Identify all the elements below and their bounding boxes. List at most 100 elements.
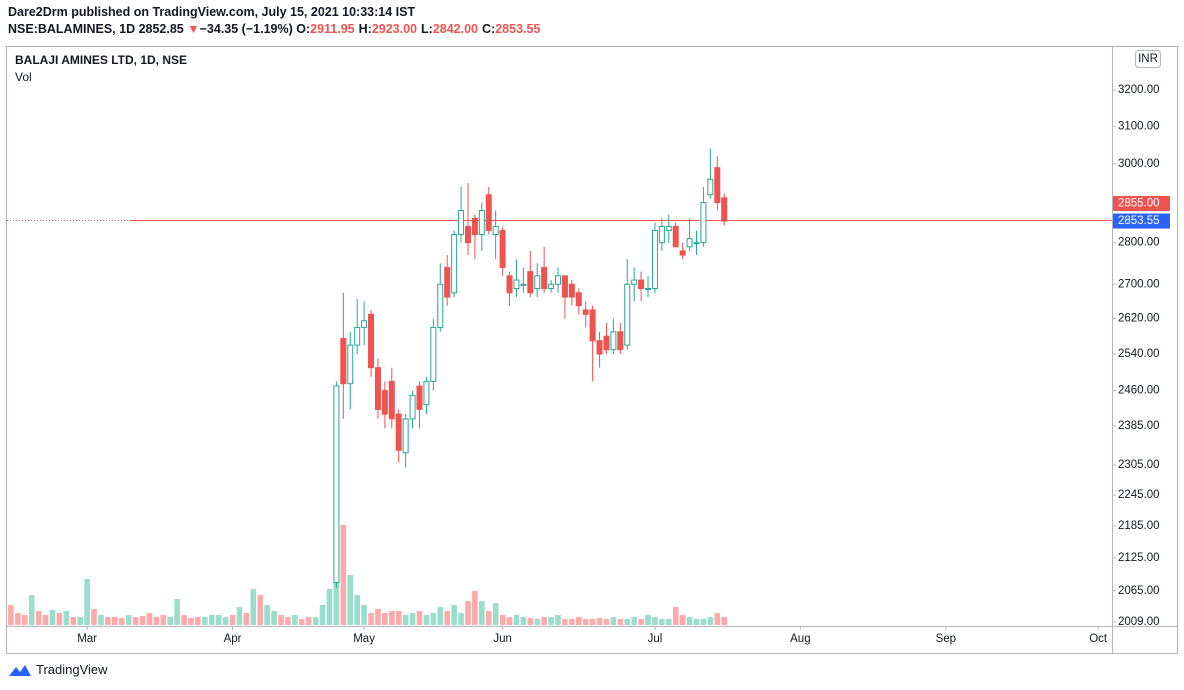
volume-bar	[77, 617, 83, 625]
candle-body	[568, 283, 575, 298]
price-label-box	[1113, 213, 1170, 229]
volume-bar	[638, 619, 644, 625]
candle-body	[624, 283, 631, 346]
candle-body	[700, 202, 707, 244]
volume-bar	[430, 613, 437, 625]
candle-body	[520, 283, 527, 286]
volume-bar	[569, 619, 575, 625]
volume-bar	[229, 615, 236, 625]
candle-body	[430, 326, 437, 382]
candle-body	[458, 210, 465, 236]
volume-bar	[319, 605, 326, 625]
volume-bar	[250, 589, 257, 625]
volume-bar	[382, 613, 388, 625]
volume-bar	[49, 610, 56, 625]
volume-bar	[389, 611, 395, 625]
volume-bar	[624, 619, 631, 625]
volume-bar	[312, 617, 319, 625]
ohlc-value: 2923.00	[371, 22, 418, 36]
y-tick-label: 2700.00	[1118, 278, 1160, 290]
volume-bar	[118, 618, 125, 625]
candle-body	[645, 288, 652, 291]
candle-body	[617, 331, 624, 351]
candle-body	[596, 340, 603, 355]
candle-body	[492, 225, 499, 236]
volume-bar	[298, 619, 305, 625]
volume-bar	[402, 615, 409, 625]
candle-body	[714, 167, 721, 204]
symbol: NSE:BALAMINES, 1D	[8, 22, 136, 36]
volume-bar	[666, 619, 672, 625]
volume-bar	[375, 609, 381, 625]
candle-body	[548, 283, 555, 290]
volume-bar	[534, 619, 541, 625]
y-tick-label: 2800.00	[1118, 237, 1160, 249]
volume-bar	[8, 605, 14, 625]
candle-body	[672, 225, 679, 248]
candle-body	[451, 234, 458, 294]
price-label: 2855.00	[1118, 197, 1160, 209]
x-tick-label: Mar	[77, 633, 97, 645]
candle-body	[610, 331, 617, 351]
candle-body	[527, 271, 534, 294]
header: Dare2Drm published on TradingView.com, J…	[8, 4, 544, 38]
volume-bar	[693, 619, 700, 625]
volume-bar	[1, 555, 7, 625]
y-tick-label: 2540.00	[1118, 348, 1160, 360]
volume-bar	[520, 617, 527, 625]
volume-bar	[485, 611, 492, 625]
volume-bar	[596, 618, 603, 625]
volume-legend: Vol	[15, 70, 32, 84]
volume-bar	[222, 617, 229, 625]
x-tick-label: Sep	[936, 633, 956, 645]
candle-body	[499, 230, 506, 268]
ohlc-value: 2911.95	[310, 22, 355, 36]
volume-bar	[70, 617, 77, 625]
candle-body	[347, 344, 354, 385]
change: −34.35 (−1.19%)	[199, 22, 293, 36]
volume-bar	[409, 613, 416, 625]
candle-body	[506, 275, 513, 294]
volume-bar	[707, 617, 714, 625]
y-tick-label: 2065.00	[1118, 585, 1160, 597]
volume-bar	[645, 615, 651, 625]
volume-bar	[686, 617, 693, 625]
volume-bar	[451, 605, 457, 625]
price-label-box	[1113, 195, 1170, 211]
candle-body	[582, 309, 589, 315]
ohlc-value: 2842.00	[432, 22, 479, 36]
y-tick-label: 2460.00	[1118, 385, 1160, 397]
volume-bar	[527, 618, 534, 625]
volume-bar	[652, 617, 658, 625]
quote-line: NSE:BALAMINES, 1D 2852.85 ▼−34.35 (−1.19…	[8, 21, 544, 38]
volume-bar	[437, 607, 444, 625]
x-tick-label: Jun	[493, 633, 512, 645]
volume-bar	[202, 617, 208, 625]
candle-body	[707, 178, 714, 196]
candle-body	[679, 250, 686, 256]
candle-body	[603, 335, 610, 351]
publisher: Dare2Drm published on TradingView.com, J…	[8, 5, 416, 19]
currency-box	[1135, 50, 1161, 68]
volume-bar	[721, 617, 727, 625]
volume-bar	[132, 617, 139, 625]
candle-body	[381, 390, 388, 415]
candle-body	[686, 238, 693, 248]
volume-bar	[472, 591, 478, 625]
volume-bar	[513, 615, 520, 625]
volume-bar	[160, 615, 167, 625]
candle-body	[471, 217, 478, 236]
volume-bar	[195, 617, 201, 625]
volume-bar	[292, 615, 298, 625]
volume-bar	[506, 617, 513, 625]
candle-body	[575, 292, 582, 307]
volume-bar	[271, 611, 277, 625]
y-tick-label: 2185.00	[1118, 520, 1160, 532]
x-tick-label: Apr	[224, 633, 242, 645]
y-tick-label: 2245.00	[1118, 489, 1160, 501]
currency: INR	[1138, 53, 1158, 65]
candle-body	[333, 385, 340, 583]
volume-bar	[492, 603, 499, 625]
volume-bar	[257, 595, 264, 625]
volume-bar	[610, 617, 617, 625]
